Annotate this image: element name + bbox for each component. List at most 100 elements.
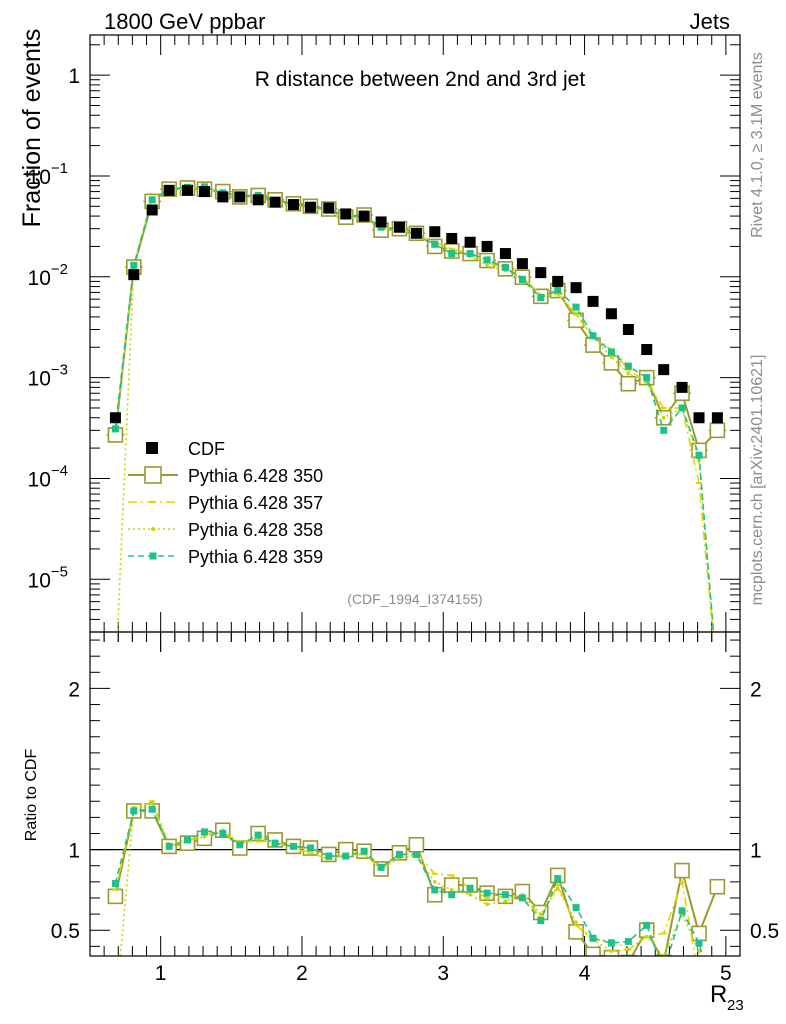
data-point: [236, 841, 244, 849]
legend-item: Pythia 6.428 357: [128, 493, 323, 513]
data-point: [644, 934, 649, 939]
data-point: [485, 263, 489, 268]
data-point: [535, 267, 547, 279]
series-line: [114, 186, 714, 632]
data-point: [518, 894, 526, 902]
ratio-frame: [89, 631, 741, 957]
data-point: [485, 902, 489, 907]
ratio-ytick-label-right: 1: [750, 840, 762, 863]
data-point: [358, 210, 370, 222]
main-ytick-label: 10−1: [28, 160, 68, 189]
xtick-labels: 1 2 3 4 5: [155, 962, 732, 985]
data-point: [483, 889, 491, 897]
data-point: [709, 422, 726, 439]
header-right: Jets: [690, 9, 730, 34]
xtick-label: 3: [437, 962, 449, 985]
data-point: [377, 863, 385, 871]
data-point: [360, 847, 368, 855]
main-ytick-label: 10−2: [28, 261, 68, 290]
data-point: [219, 829, 227, 837]
legend-item: Pythia 6.428 358: [128, 520, 323, 540]
data-point: [446, 232, 458, 244]
data-point: [678, 404, 686, 412]
legend-label: Pythia 6.428 358: [188, 520, 323, 540]
data-point: [483, 256, 491, 264]
legend-item: CDF: [146, 439, 225, 459]
ratio-plot-area: [107, 800, 726, 1014]
data-point: [501, 891, 509, 899]
data-point: [289, 842, 297, 850]
legend-marker: [144, 466, 162, 484]
data-point: [148, 196, 156, 204]
data-point: [572, 303, 580, 311]
data-point: [552, 275, 564, 287]
data-point: [570, 282, 582, 294]
data-point: [468, 892, 472, 897]
data-point: [585, 946, 601, 956]
main-ytick-label: 10−5: [28, 563, 68, 592]
data-point: [271, 839, 279, 847]
data-point: [572, 904, 580, 912]
data-point: [254, 831, 262, 839]
legend-item: Pythia 6.428 350: [128, 466, 323, 486]
data-point: [340, 208, 352, 220]
data-point: [130, 261, 138, 269]
data-point: [622, 324, 634, 336]
data-point: [714, 1007, 721, 1014]
xtick-label: 1: [155, 962, 167, 985]
data-point: [165, 842, 173, 850]
data-point: [128, 269, 140, 281]
data-point: [609, 949, 614, 953]
data-point: [554, 875, 562, 883]
data-point: [342, 852, 350, 860]
data-point: [624, 937, 632, 945]
main-ytick-label: 10−4: [28, 462, 68, 491]
data-point: [658, 364, 670, 376]
data-point: [464, 236, 476, 248]
rivet-label: Rivet 4.1.0, ≥ 3.1M events: [749, 52, 766, 238]
data-point: [607, 348, 615, 356]
data-point: [695, 451, 703, 459]
data-point: [306, 844, 314, 852]
data-point: [325, 852, 333, 860]
data-point: [146, 204, 158, 216]
data-point: [587, 295, 599, 307]
data-point: [449, 888, 454, 892]
x-axis-label-sub: 23: [727, 997, 744, 1014]
data-point: [538, 912, 543, 916]
data-point: [607, 939, 615, 947]
legend: CDF Pythia 6.428 350 Pythia 6.428 357 Pythi…: [128, 439, 323, 567]
data-point: [709, 878, 726, 895]
data-point: [660, 426, 668, 434]
data-point: [574, 311, 578, 316]
data-point: [412, 850, 420, 858]
legend-item: Pythia 6.428 359: [128, 547, 323, 567]
data-point: [660, 967, 667, 974]
data-point: [555, 886, 560, 891]
data-point: [643, 374, 651, 382]
ratio-ytick-label-right: 2: [750, 678, 762, 701]
data-point: [518, 275, 526, 283]
main-frame: [89, 34, 741, 633]
data-point: [448, 891, 456, 899]
data-point: [304, 201, 316, 213]
data-point: [234, 191, 246, 203]
data-point: [589, 934, 597, 942]
series-pythia-6-428-358: [116, 185, 720, 682]
data-point: [198, 186, 210, 198]
data-point: [661, 415, 666, 420]
data-point: [655, 954, 672, 956]
x-axis-label: R 23: [710, 981, 744, 1014]
data-point: [111, 879, 119, 887]
data-point: [150, 801, 154, 805]
data-point: [693, 412, 705, 424]
ratio-ytick-label: 1: [68, 840, 80, 863]
data-point: [323, 202, 335, 214]
data-point: [375, 216, 387, 228]
data-point: [163, 184, 175, 196]
data-point: [620, 954, 637, 956]
ratio-series-pythia-6-428-350: [107, 803, 726, 956]
ratio-ytick-label: 0.5: [51, 920, 80, 943]
legend-label: Pythia 6.428 350: [188, 466, 323, 486]
data-point: [716, 678, 720, 682]
